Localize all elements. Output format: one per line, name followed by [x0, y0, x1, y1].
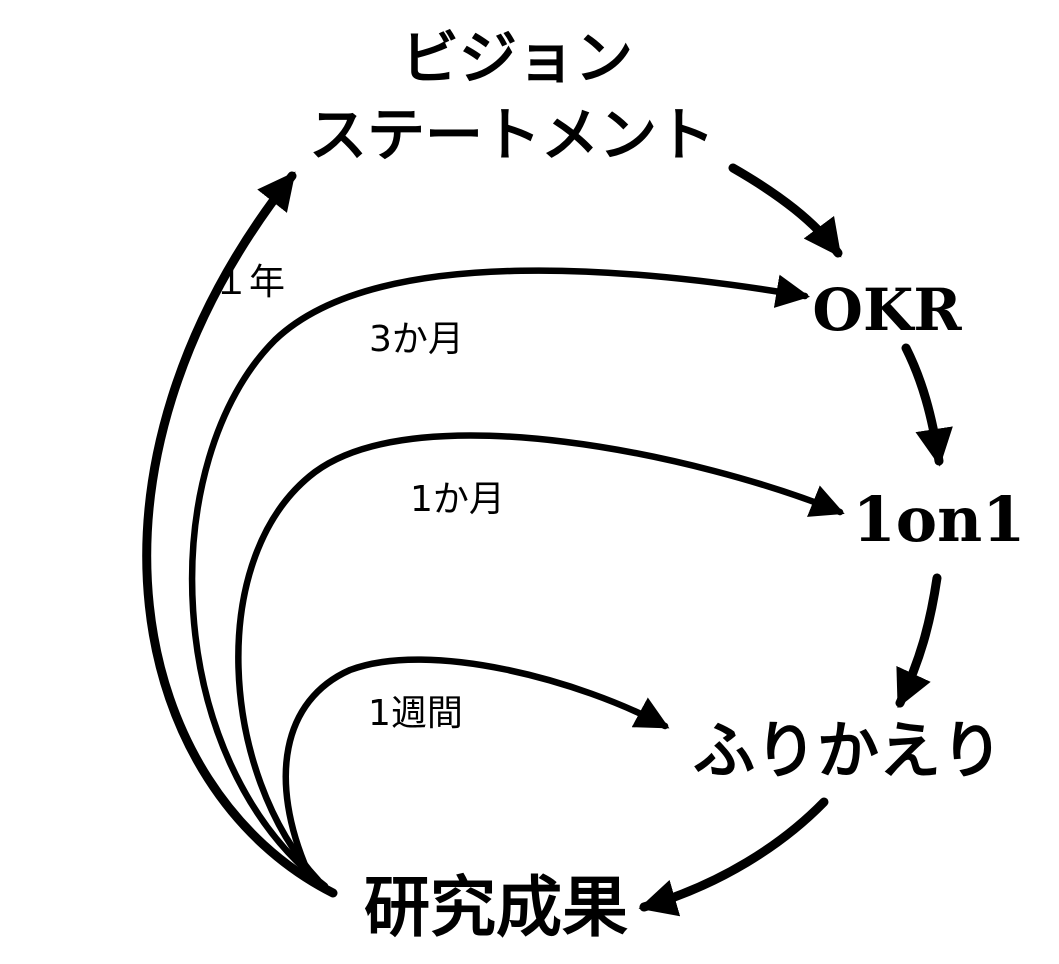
arrow-okr-to-1on1 — [901, 343, 953, 467]
node-okr: OKR — [812, 276, 962, 344]
arrow-seika-to-furikaeri-one-week — [282, 656, 670, 876]
node-furikaeri: ふりかえり — [693, 714, 1003, 787]
cadence-label-three-months: 3か月 — [369, 319, 464, 360]
arrow-seika-to-1on1-one-month — [235, 432, 845, 884]
arrow-furikaeri-to-seika — [638, 797, 829, 917]
node-seika: 研究成果 — [364, 868, 628, 946]
node-1on1: 1on1 — [853, 483, 1026, 556]
arrow-vision-to-okr — [728, 163, 843, 258]
arrow-seika-to-vision-year — [142, 171, 338, 898]
cadence-label-one-week: 1週間 — [368, 693, 463, 734]
arrow-seika-to-okr-three-months — [188, 267, 811, 890]
node-vision-line2: ステートメント — [309, 101, 715, 169]
arrow-1on1-to-furikaeri — [895, 573, 942, 709]
node-vision-line1: ビジョン — [401, 24, 633, 92]
cadence-label-one-month: 1か月 — [410, 479, 505, 520]
